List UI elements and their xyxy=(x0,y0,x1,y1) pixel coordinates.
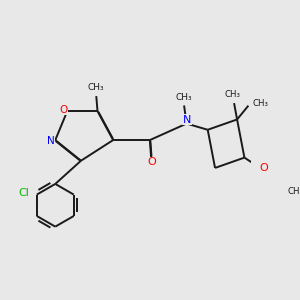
Text: CH₃: CH₃ xyxy=(88,82,105,91)
Text: O: O xyxy=(260,163,268,173)
Text: CH₃: CH₃ xyxy=(176,93,192,102)
Text: O: O xyxy=(147,157,156,167)
Text: Cl: Cl xyxy=(18,188,29,198)
Text: CH₃: CH₃ xyxy=(224,90,240,99)
Text: O: O xyxy=(59,105,68,115)
Text: N: N xyxy=(183,115,191,125)
Text: CH₃: CH₃ xyxy=(253,99,269,108)
Text: N: N xyxy=(47,136,55,146)
Text: CH₃: CH₃ xyxy=(288,187,300,196)
